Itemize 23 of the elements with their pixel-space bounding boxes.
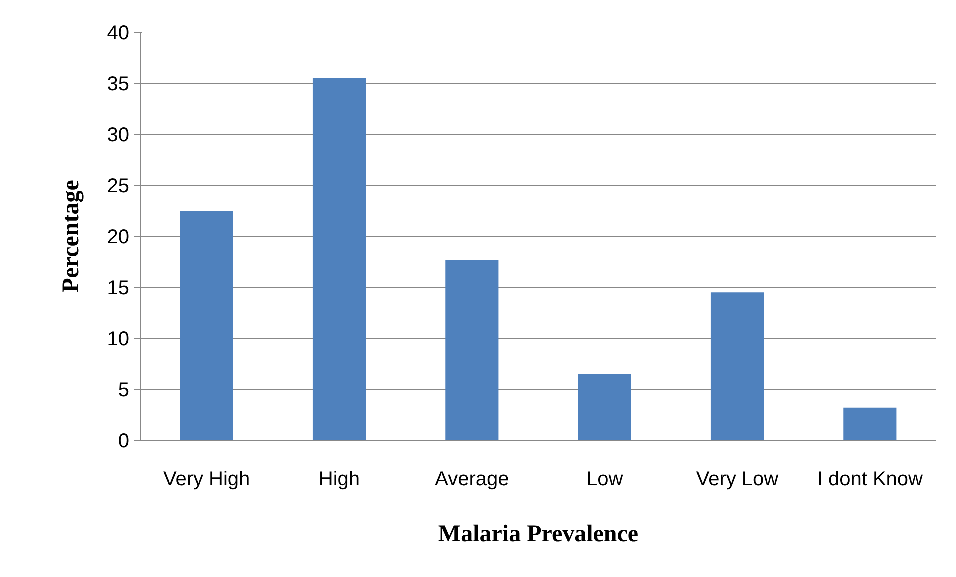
- x-tick-label: High: [318, 468, 360, 490]
- bar: [180, 211, 234, 440]
- y-tick-label: 35: [107, 74, 130, 96]
- y-tick-label: 30: [107, 124, 130, 146]
- bar: [710, 292, 764, 440]
- x-axis-title: Malaria Prevalence: [438, 522, 639, 548]
- x-tick-label: Low: [586, 468, 624, 490]
- bar: [312, 78, 366, 440]
- y-tick-label: 40: [107, 22, 130, 44]
- bar: [446, 260, 499, 440]
- y-tick-label: 15: [107, 278, 130, 300]
- x-tick-label: I dont Know: [817, 468, 924, 490]
- x-tick-label: Very Low: [696, 468, 780, 490]
- y-tick-label: 10: [107, 328, 130, 350]
- bar: [578, 374, 632, 440]
- y-axis-title: Percentage: [58, 180, 84, 293]
- y-tick-label: 25: [107, 176, 130, 198]
- x-tick-label: Average: [435, 468, 510, 490]
- bar: [844, 408, 897, 440]
- y-tick-label: 20: [107, 226, 130, 248]
- x-tick-label: Very High: [163, 468, 250, 490]
- y-tick-label: 0: [118, 430, 130, 452]
- y-tick-label: 5: [118, 380, 130, 402]
